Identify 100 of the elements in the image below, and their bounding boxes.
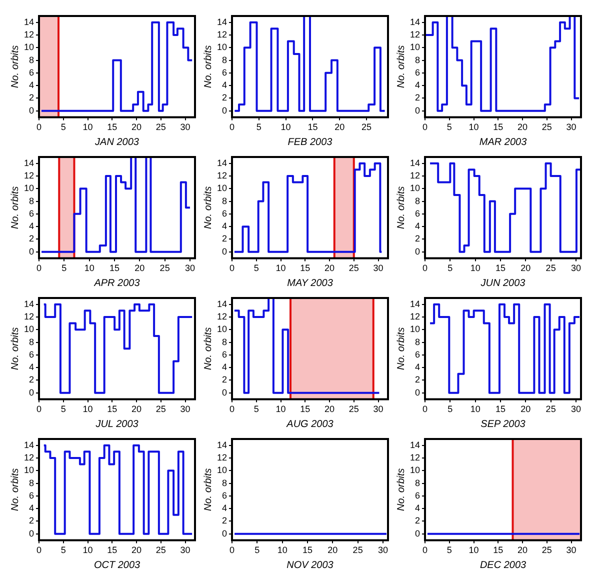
y-tick-label: 0: [28, 246, 34, 256]
x-tick-label: 30: [378, 545, 388, 556]
y-tick-label: 10: [24, 324, 34, 334]
x-tick-label: 10: [82, 545, 93, 556]
x-tick-label: 0: [422, 122, 428, 132]
y-axis-title: No. orbits: [396, 186, 407, 229]
y-tick-label: 12: [24, 29, 34, 40]
y-tick-label: 4: [28, 503, 34, 514]
y-axis-title: No. orbits: [202, 45, 214, 88]
y-tick-label: 0: [414, 387, 420, 398]
y-tick-label: 8: [28, 336, 34, 347]
x-tick-label: 10: [280, 122, 291, 132]
y-tick-label: 6: [222, 349, 228, 360]
x-tick-label: 0: [36, 404, 42, 414]
y-tick-label: 12: [216, 29, 228, 40]
y-tick-label: 12: [216, 311, 228, 322]
x-axis-title: OCT 2003: [94, 560, 141, 571]
x-tick-label: 25: [546, 263, 556, 274]
x-tick-label: 10: [468, 545, 479, 556]
x-tick-label: 20: [324, 404, 335, 414]
y-tick-label: 4: [414, 362, 420, 372]
x-tick-label: 20: [131, 404, 142, 414]
y-tick-label: 10: [24, 42, 34, 52]
x-tick-label: 5: [446, 122, 452, 132]
x-tick-label: 15: [300, 263, 310, 274]
y-tick-label: 14: [410, 440, 420, 450]
y-tick-label: 10: [216, 465, 228, 476]
x-tick-label: 20: [131, 122, 142, 132]
x-tick-label: 30: [570, 404, 581, 414]
x-tick-label: 25: [156, 545, 166, 556]
y-tick-label: 14: [410, 298, 420, 309]
x-tick-label: 30: [180, 122, 190, 132]
x-tick-label: 5: [448, 263, 453, 274]
y-tick-label: 6: [28, 349, 34, 360]
x-tick-label: 25: [542, 545, 552, 556]
x-tick-label: 30: [373, 263, 384, 274]
y-tick-label: 10: [410, 324, 420, 334]
x-tick-label: 5: [62, 263, 67, 274]
x-tick-label: 15: [107, 122, 118, 132]
y-tick-label: 2: [28, 374, 34, 385]
y-tick-label: 0: [414, 105, 420, 116]
y-tick-label: 2: [222, 92, 228, 103]
y-tick-label: 10: [24, 465, 34, 476]
y-tick-label: 0: [28, 105, 34, 116]
y-axis-title: No. orbits: [396, 45, 407, 88]
y-tick-label: 4: [28, 221, 34, 232]
y-tick-label: 6: [28, 490, 34, 500]
x-tick-label: 30: [566, 545, 576, 556]
x-tick-label: 15: [493, 545, 504, 556]
x-tick-label: 5: [254, 263, 259, 274]
y-tick-label: 12: [216, 452, 228, 462]
x-tick-label: 30: [184, 263, 195, 274]
x-tick-label: 30: [373, 404, 384, 414]
y-tick-label: 10: [216, 324, 228, 334]
x-tick-label: 20: [324, 263, 335, 274]
y-axis-title: No. orbits: [202, 468, 214, 511]
y-tick-label: 4: [222, 80, 228, 90]
x-tick-label: 5: [256, 122, 262, 132]
x-tick-label: 25: [352, 545, 363, 556]
x-tick-label: 5: [254, 404, 259, 414]
y-tick-label: 2: [414, 516, 420, 526]
x-tick-label: 10: [84, 263, 94, 274]
y-tick-label: 14: [216, 298, 228, 309]
y-tick-label: 10: [410, 183, 420, 194]
x-tick-label: 0: [230, 404, 235, 414]
x-tick-label: 10: [470, 263, 480, 274]
y-tick-label: 8: [414, 336, 420, 347]
y-tick-label: 6: [222, 208, 228, 218]
x-axis-title: AUG 2003: [286, 418, 334, 430]
x-axis-title: MAY 2003: [287, 278, 334, 289]
x-tick-label: 20: [517, 545, 528, 556]
y-tick-label: 2: [414, 234, 420, 244]
y-tick-label: 12: [24, 311, 34, 322]
x-tick-label: 25: [156, 122, 166, 132]
x-tick-label: 0: [230, 122, 235, 132]
y-axis-title: No. orbits: [396, 327, 407, 370]
y-tick-label: 0: [222, 105, 228, 116]
x-axis-title: SEP 2003: [480, 418, 526, 430]
y-tick-label: 6: [222, 490, 228, 500]
x-tick-label: 5: [448, 404, 453, 414]
y-tick-label: 14: [216, 16, 228, 27]
y-tick-label: 2: [28, 516, 34, 526]
y-tick-label: 4: [28, 362, 34, 372]
y-tick-label: 10: [216, 183, 228, 194]
y-tick-label: 12: [216, 170, 228, 180]
x-tick-label: 0: [230, 263, 235, 274]
y-tick-label: 14: [410, 16, 420, 27]
y-axis-title: No. orbits: [10, 327, 21, 370]
x-tick-label: 10: [468, 122, 479, 132]
y-axis-title: No. orbits: [396, 468, 407, 511]
x-tick-label: 30: [180, 404, 190, 414]
y-axis-title: No. orbits: [10, 45, 21, 88]
x-tick-label: 5: [60, 545, 66, 556]
y-tick-label: 12: [410, 170, 420, 180]
y-tick-label: 2: [414, 374, 420, 385]
y-tick-label: 8: [222, 336, 228, 347]
y-axis-title: No. orbits: [202, 327, 214, 370]
y-tick-label: 6: [28, 208, 34, 218]
x-tick-label: 25: [546, 404, 556, 414]
x-tick-label: 15: [493, 122, 504, 132]
